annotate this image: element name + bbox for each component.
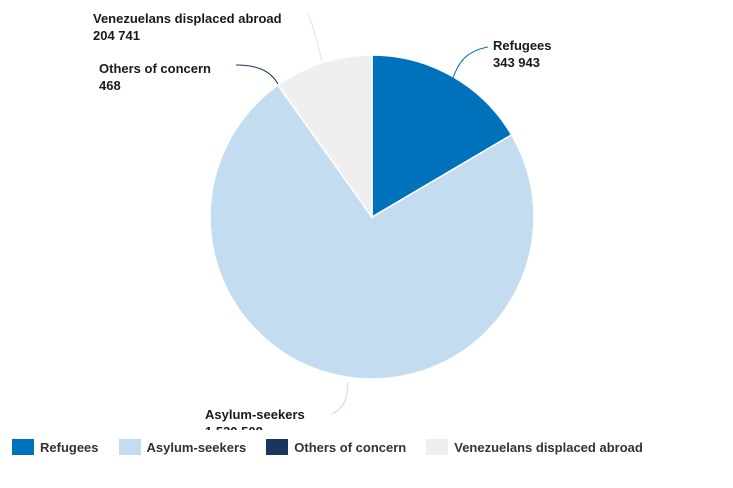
leader-line-asylum-seekers bbox=[331, 381, 349, 415]
slice-labels: Refugees 343 943 Asylum-seekers 1 530 508 Ot… bbox=[93, 11, 552, 430]
legend-swatch-asylum-seekers bbox=[118, 439, 141, 455]
legend-label-venezuelans-displaced-abroad: Venezuelans displaced abroad bbox=[454, 439, 643, 455]
slice-value-venezuelans-displaced-abroad: 204 741 bbox=[93, 28, 140, 43]
slice-asylum-seekers bbox=[209, 84, 535, 380]
legend-swatch-venezuelans-displaced-abroad bbox=[426, 439, 449, 455]
leader-line-others-of-concern bbox=[235, 64, 279, 85]
legend-label-others-of-concern: Others of concern bbox=[294, 439, 407, 455]
slice-venezuelans-displaced-abroad bbox=[277, 54, 373, 220]
pie-slices bbox=[209, 54, 535, 380]
slice-value-refugees: 343 943 bbox=[493, 55, 540, 70]
slice-value-others-of-concern: 468 bbox=[99, 78, 121, 93]
slice-refugees bbox=[371, 54, 513, 219]
legend: Refugees Asylum-seekers Others of concern V… bbox=[12, 437, 643, 457]
legend-item-others-of-concern: Others of concern bbox=[266, 439, 406, 455]
legend-swatch-others-of-concern bbox=[266, 439, 289, 455]
legend-item-refugees: Refugees bbox=[12, 439, 99, 455]
slice-label-refugees: Refugees bbox=[493, 38, 552, 53]
legend-label-asylum-seekers: Asylum-seekers bbox=[146, 439, 247, 455]
leader-line-refugees bbox=[451, 46, 489, 81]
pie-chart: Refugees 343 943 Asylum-seekers 1 530 508 Ot… bbox=[93, 11, 552, 430]
slice-label-venezuelans-displaced-abroad: Venezuelans displaced abroad bbox=[93, 11, 282, 26]
slice-label-others-of-concern: Others of concern bbox=[99, 61, 211, 76]
leader-line-venezuelans-displaced-abroad bbox=[307, 13, 323, 63]
legend-item-venezuelans-displaced-abroad: Venezuelans displaced abroad bbox=[426, 439, 643, 455]
slice-label-asylum-seekers: Asylum-seekers bbox=[205, 407, 305, 422]
slice-value-asylum-seekers: 1 530 508 bbox=[205, 424, 263, 430]
legend-item-asylum-seekers: Asylum-seekers bbox=[118, 439, 247, 455]
legend-label-refugees: Refugees bbox=[40, 439, 99, 455]
legend-swatch-refugees bbox=[12, 439, 34, 455]
